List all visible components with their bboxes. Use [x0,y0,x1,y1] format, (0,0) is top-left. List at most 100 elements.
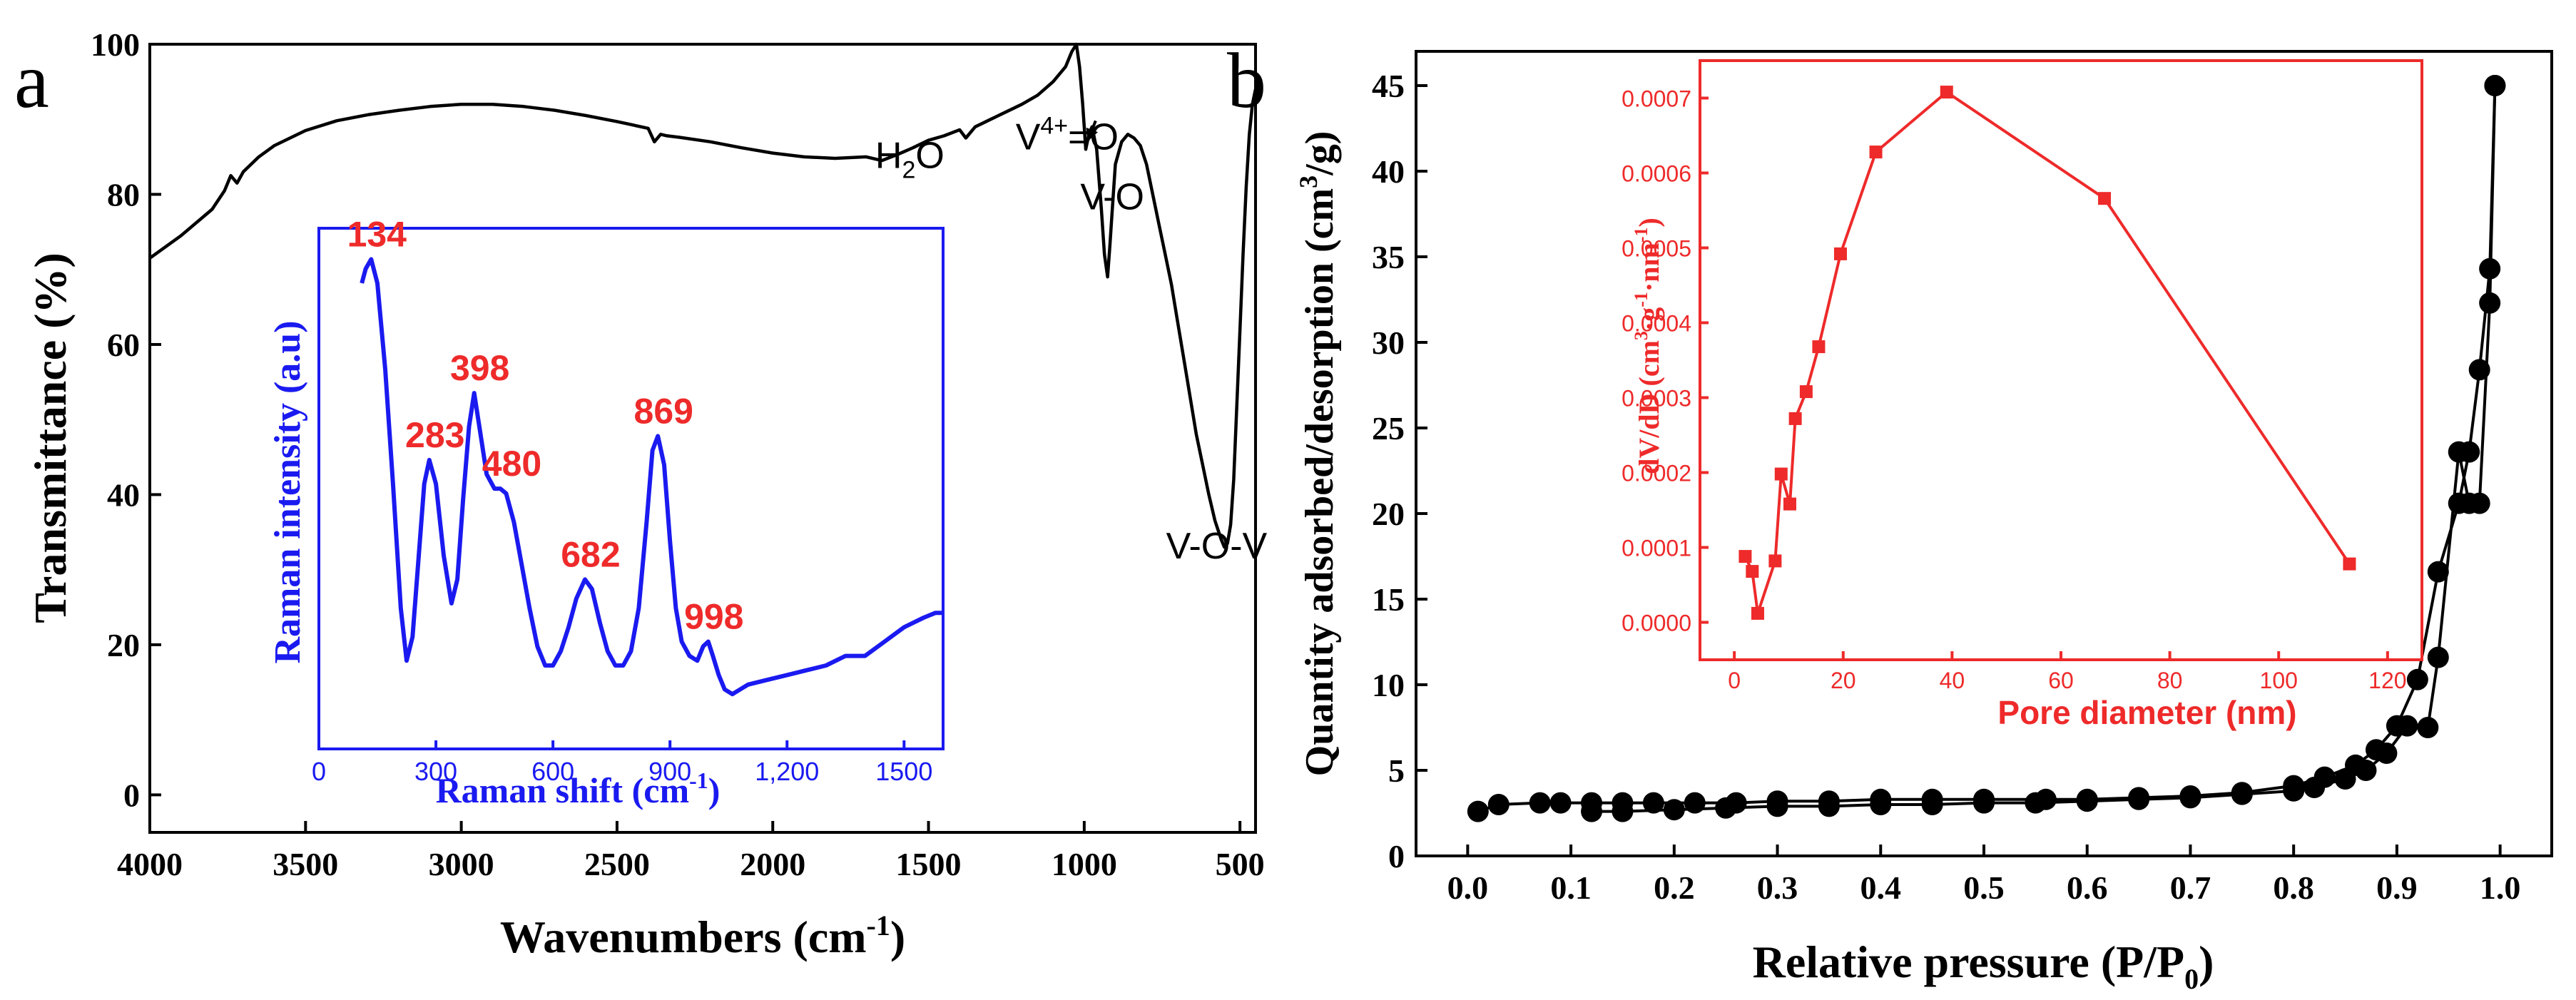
y-tick-label: 100 [91,26,140,63]
desorption-point [2427,646,2449,668]
adsorption-point [1467,800,1489,822]
annotation-label: V-O-V [1166,526,1268,567]
pore-y-tick-label: 0.0002 [1622,461,1691,486]
panel-a-y-axis-label: Transmittance (%) [25,252,76,623]
adsorption-point [1684,792,1706,814]
x-tick-label: 0.4 [1860,869,1902,906]
panel-b-label: b [1227,37,1266,124]
panel-a-ftir-chart: a 4000 3500 3000 2500 2000 1500 1000 500 020406… [14,26,1268,962]
pore-y-tick-label: 0.0000 [1622,611,1691,636]
pore-x-tick-label: 120 [2368,668,2406,693]
desorption-point [2231,783,2253,805]
pore-distribution-point [2343,557,2356,571]
y-tick-label: 0 [123,777,140,813]
raman-x-ticks: 0 300 600 900 1,200 1500 [312,740,932,786]
x-tick-label: 0.8 [2273,869,2314,906]
pore-distribution-point [1768,554,1782,568]
pore-y-tick-label: 0.0006 [1622,161,1691,187]
y-tick-label: 20 [1372,496,1405,532]
pore-y-tick-label: 0.0003 [1622,386,1691,412]
desorption-point [1973,792,1995,814]
desorption-point [2484,75,2506,96]
y-tick-label: 25 [1372,410,1405,447]
desorption-point [2396,715,2418,737]
desorption-point [2376,743,2398,764]
pore-x-tick-label: 40 [1940,668,1965,693]
annotation-text: V [1016,116,1041,158]
x-tick-label: 3000 [429,846,494,882]
raman-peak-label: 682 [561,534,620,574]
panel-b-y-ticks: 0 5 10 15 20 25 30 35 40 45 [1372,68,1427,874]
pore-x-tick-label: 60 [2048,668,2074,693]
ftir-spectrum-line [148,42,1258,549]
pore-distribution-point [1788,412,1802,425]
desorption-point [2025,792,2047,814]
raman-inset-frame [317,227,945,750]
pore-distribution-point [1738,550,1752,563]
panel-b-y-axis-label: Quantity adsorbed/desorption (cm3/g) [1294,131,1342,777]
desorption-point [1870,794,1892,815]
y-tick-label: 45 [1372,68,1405,104]
desorption-point [2448,441,2470,463]
pore-distribution-point [1869,146,1883,159]
panel-b-isotherm-chart: b 0.0 0.1 0.2 0.3 0.4 0.5 0.6 0.7 0.8 0.9 1.0 0 5 10… [1227,37,2553,995]
desorption-point [1581,800,1603,822]
annotation-arrow-head [1086,127,1098,142]
annotation-text: H [875,136,902,177]
raman-x-tick-label: 600 [531,757,574,786]
annotation-text-end: =O [1068,116,1119,158]
annotation-label: H2O [875,136,945,184]
adsorption-point [2427,561,2449,583]
pore-y-tick-label: 0.0007 [1622,86,1691,112]
annotation-superscript: 4+ [1040,112,1068,139]
desorption-point [1612,800,1634,822]
pore-x-axis-label: Pore diameter (nm) [1997,694,2296,731]
panel-a-label: a [14,37,49,124]
y-tick-label: 15 [1372,581,1405,618]
raman-peak-label: 998 [684,597,743,637]
y-tick-label: 60 [107,327,140,363]
adsorption-point [2406,668,2428,690]
y-tick-label: 35 [1372,239,1405,275]
pore-distribution-point [1751,606,1764,620]
adsorption-point [1549,792,1572,814]
y-tick-label: 0 [1388,838,1405,874]
adsorption-point [1642,792,1664,814]
annotation-text: V-O [1080,177,1144,218]
x-tick-label: 500 [1216,846,1265,882]
pore-x-tick-label: 0 [1728,668,1741,693]
raman-peak-label: 283 [405,415,464,455]
raman-spectrum-line [360,257,943,697]
x-tick-label: 2500 [584,846,650,882]
raman-peak-label: 398 [450,348,509,388]
raman-peak-label: 480 [482,444,541,484]
panel-b-x-axis-label: Relative pressure (P/P0) [1753,937,2214,995]
x-tick-label: 3500 [273,846,338,882]
desorption-point [2355,760,2377,781]
panel-a-x-axis-label: Wavenumbers (cm-1) [500,909,905,962]
desorption-point [2479,292,2501,314]
raman-x-tick-label: 1,200 [755,757,819,786]
desorption-point [1766,795,1788,817]
raman-y-axis-label: Raman intensity (a.u) [268,320,308,663]
pore-y-ticks: 0.0000 0.0001 0.0002 0.0003 0.0004 0.0005 0.00… [1622,86,1709,636]
pore-distribution-point [2098,192,2112,205]
pore-x-tick-label: 100 [2260,668,2298,693]
annotation-label: V4+=O [1016,112,1119,158]
desorption-point [1818,795,1840,817]
desorption-point [2417,717,2439,738]
pore-x-tick-label: 20 [1831,668,1856,693]
x-tick-label: 1.0 [2480,869,2521,906]
desorption-point [2179,787,2201,809]
raman-peak-labels: 134 283 398 480 682 869 998 [347,215,744,637]
pore-distribution-point [1812,340,1826,354]
y-tick-label: 10 [1372,667,1405,703]
raman-x-tick-label: 300 [414,757,457,786]
pore-distribution-points [1738,86,2356,620]
y-tick-label: 5 [1388,752,1405,789]
y-tick-label: 30 [1372,325,1405,361]
pore-distribution-point [1940,86,1953,99]
raman-peak-label: 869 [634,391,693,431]
annotation-text: V-O-V [1166,526,1268,567]
